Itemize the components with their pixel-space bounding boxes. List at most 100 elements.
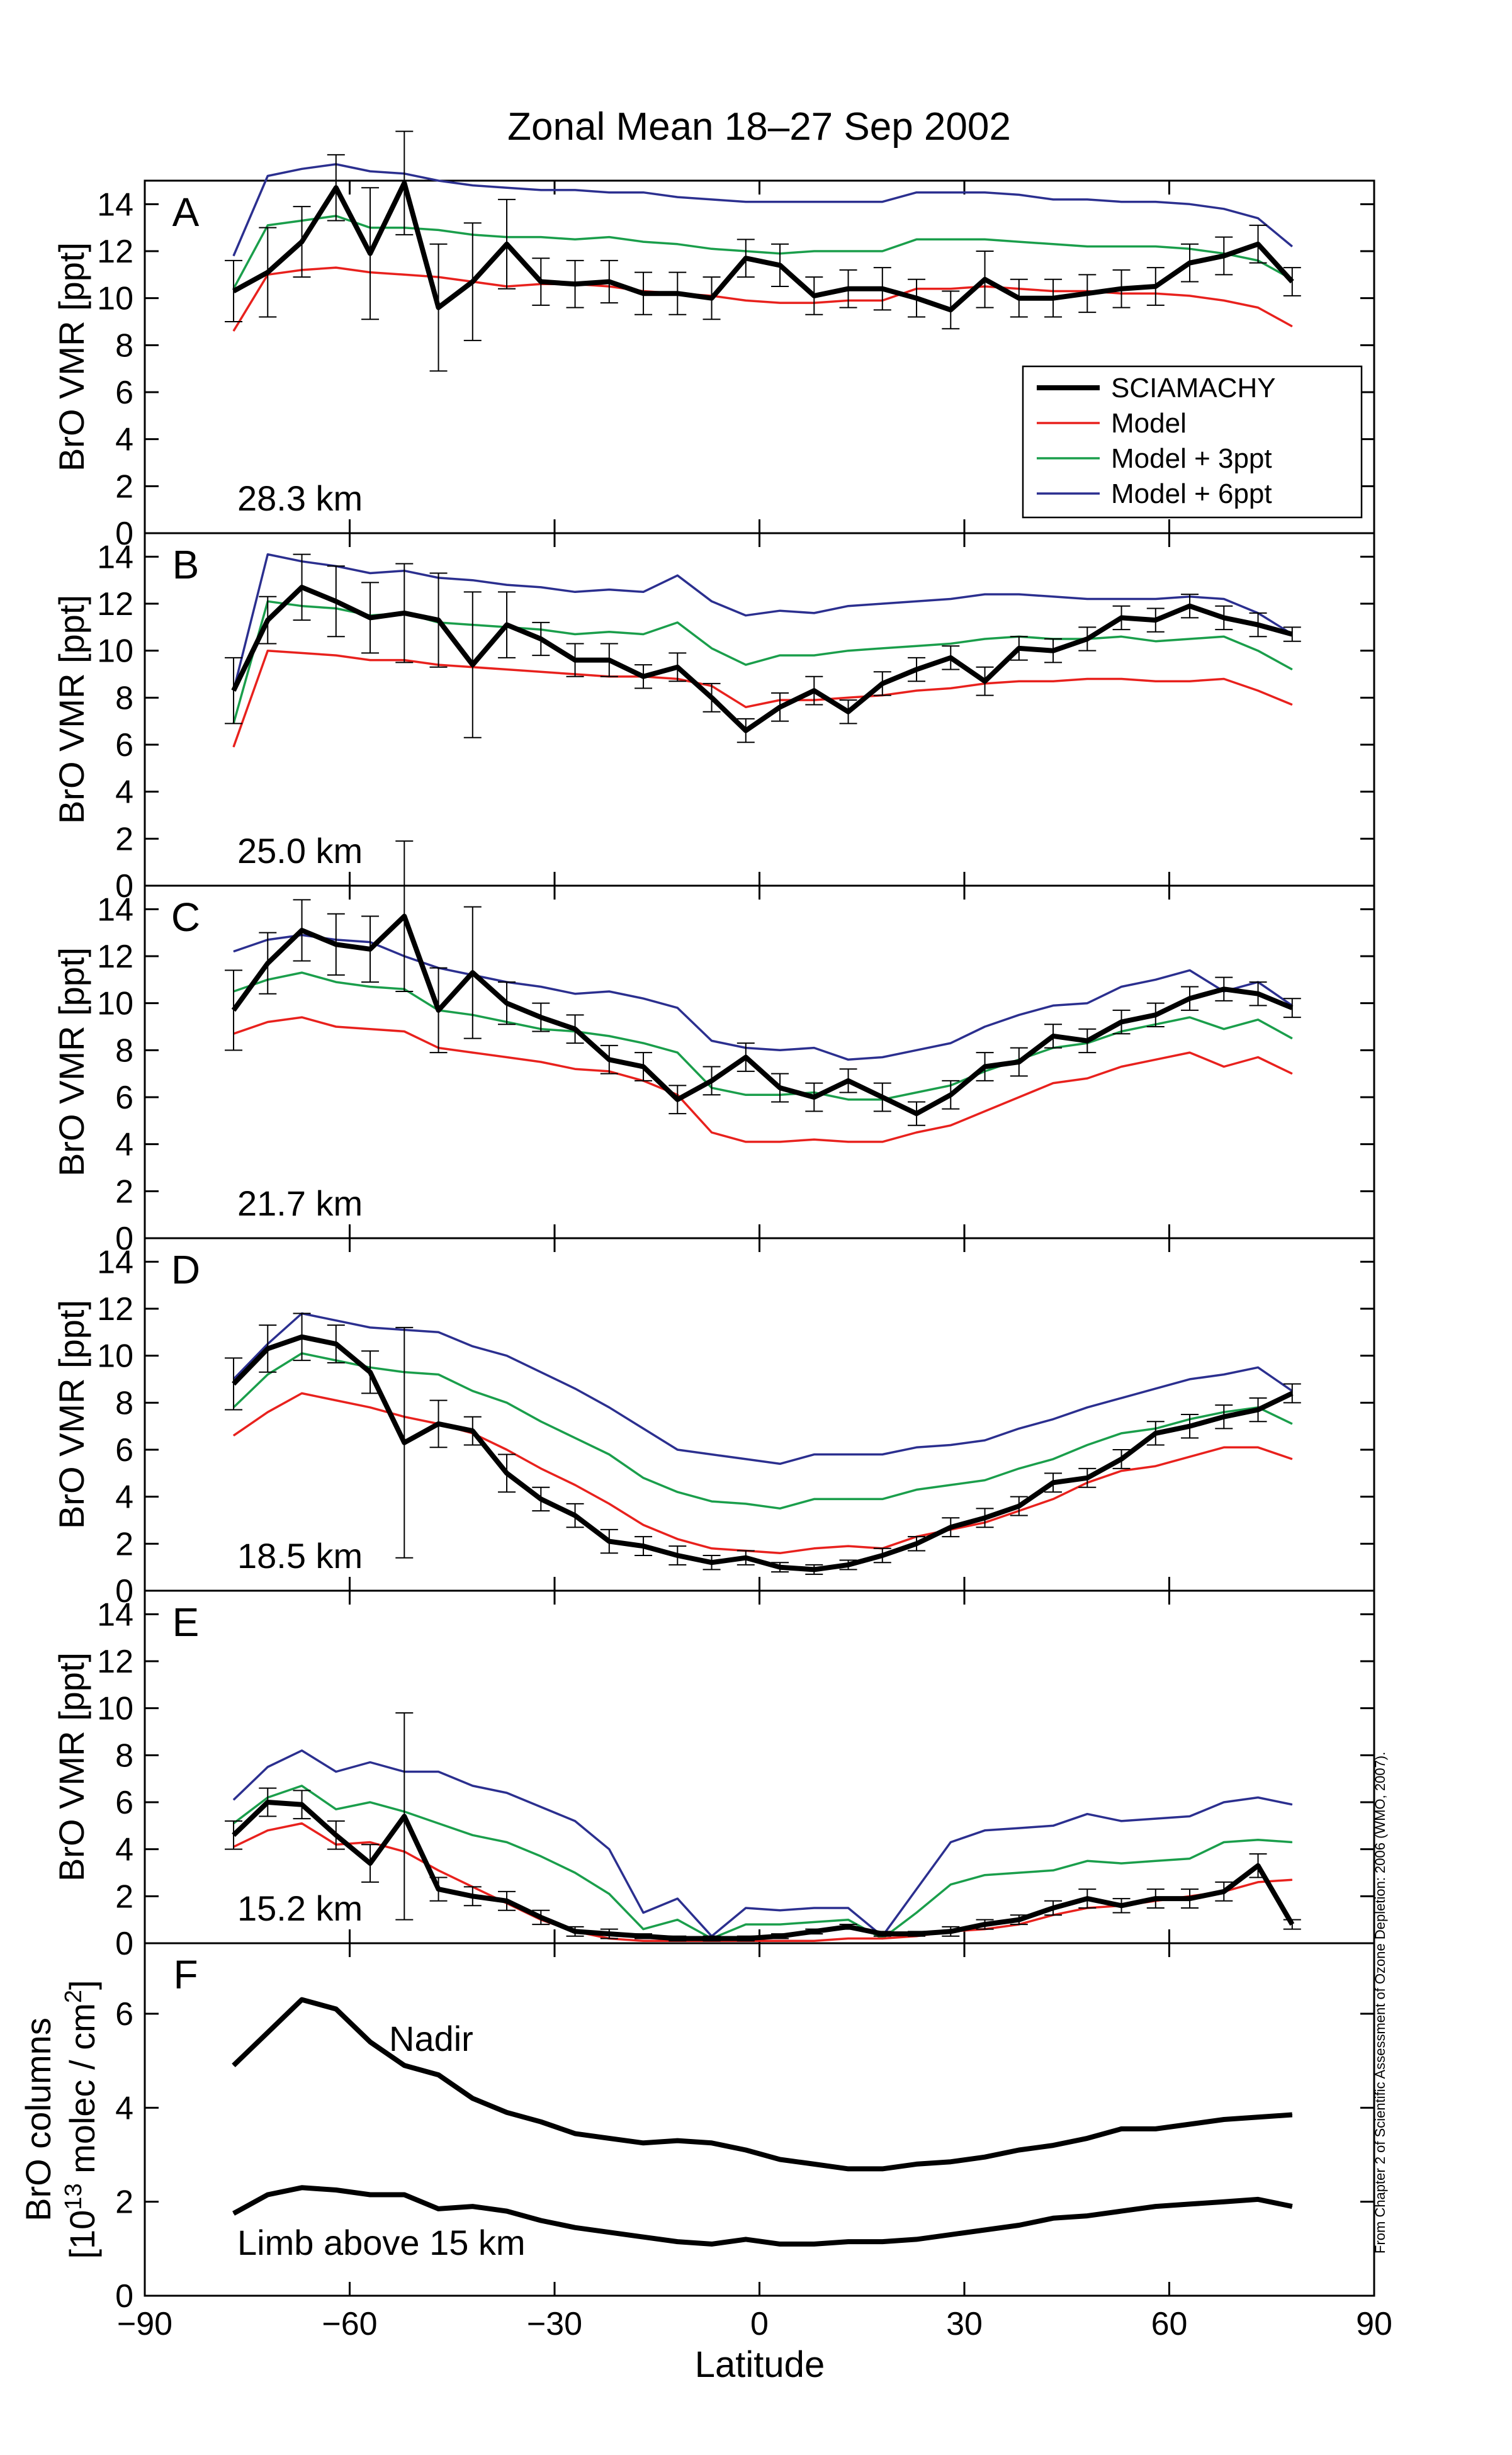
panel-a-point-model-3ppt — [1086, 246, 1088, 247]
panel-d-line-model-6ppt — [232, 1312, 1293, 1465]
panel-d-point-sciamachy — [813, 1569, 815, 1570]
panel-a-point-model-6ppt — [472, 184, 473, 186]
panel-f-ytick-label: 6 — [115, 1996, 133, 2033]
panel-b-line-model-6ppt — [232, 553, 1293, 691]
panel-d-point-model — [848, 1545, 849, 1547]
figure-title: Zonal Mean 18–27 Sep 2002 — [507, 105, 1011, 149]
panel-f-series-limb-above-15-km — [232, 2185, 1293, 2247]
panel-d-ytick-label: 10 — [97, 1338, 133, 1375]
panel-b-point-model — [1052, 680, 1054, 682]
panel-b: 0 2 4 6 8 10 12 14 B BrO VMR [ppt] 25.0 km — [52, 532, 1375, 905]
panel-e-point-model-6ppt — [643, 1912, 644, 1913]
panel-d-series-sciamachy — [225, 1312, 1301, 1575]
panel-a-point-sciamachy — [745, 257, 747, 259]
legend-label-model-6ppt: Model + 6ppt — [1111, 478, 1272, 509]
panels: 0 2 4 6 8 10 12 14 A BrO VMR [ppt] 28.3 km SCIAMACH… — [18, 130, 1392, 2342]
panel-a-ytick-label: 14 — [97, 186, 133, 223]
panel-c-ytick-label: 12 — [97, 939, 133, 975]
panel-f-label-limb: Limb above 15 km — [237, 2223, 526, 2262]
panel-e-point-model-3ppt — [677, 1919, 678, 1921]
panel-e-point-model — [438, 1870, 439, 1871]
panel-f-point-limb-above-15-km — [438, 2208, 439, 2210]
panel-a-point-sciamachy — [882, 288, 883, 290]
panel-d-ytick-label: 12 — [97, 1291, 133, 1328]
panel-a-ytick-label: 0 — [115, 516, 133, 552]
panel-f-ytick-label: 4 — [115, 2090, 133, 2126]
panel-f-point-limb-above-15-km — [711, 2243, 713, 2245]
panel-e-point-sciamachy — [1121, 1905, 1122, 1906]
panel-e-point-model-3ppt — [745, 1924, 747, 1925]
panel-a-point-sciamachy — [848, 288, 849, 290]
panel-c-point-model — [1086, 1078, 1088, 1079]
panel-d-ytick-label: 8 — [115, 1385, 133, 1421]
panel-f-line-limb-above-15-km — [232, 2185, 1293, 2247]
x-tick-label: −30 — [527, 2306, 582, 2342]
panel-b-ylabel: BrO VMR [ppt] — [52, 595, 91, 824]
panel-d-ytick-label: 6 — [115, 1432, 133, 1469]
panel-b-ytick-label: 10 — [97, 633, 133, 670]
panel-e-point-model-6ppt — [1121, 1820, 1122, 1822]
panel-d-point-model — [813, 1548, 815, 1549]
panel-a-point-model — [745, 300, 747, 301]
panel-a-point-sciamachy — [370, 253, 371, 254]
x-tick-label: 30 — [946, 2306, 983, 2342]
panel-c-point-model-6ppt — [1121, 986, 1122, 988]
panel-e-series-model-6ppt — [232, 1749, 1293, 1938]
panel-d-ylabel: BrO VMR [ppt] — [52, 1300, 91, 1529]
panel-b-point-sciamachy — [1086, 638, 1088, 640]
panel-a-altitude: 28.3 km — [237, 478, 363, 518]
panel-e-point-model-3ppt — [1052, 1870, 1054, 1871]
panel-a-ytick-label: 6 — [115, 375, 133, 411]
panel-e-line-sciamachy — [232, 1800, 1295, 1941]
panel-c-point-model — [882, 1141, 883, 1143]
panel-b-point-sciamachy — [882, 683, 883, 684]
panel-a-letter: A — [172, 189, 200, 235]
panel-c-point-model — [711, 1132, 713, 1133]
panel-e-series-model-3ppt — [232, 1785, 1293, 1940]
panel-a-line-model-3ppt — [232, 215, 1293, 290]
panel-d-ytick-label: 14 — [97, 1244, 133, 1280]
panel-d-point-model — [370, 1407, 371, 1408]
panel-f-point-limb-above-15-km — [745, 2238, 747, 2240]
panel-b-point-sciamachy — [848, 711, 849, 713]
panel-c-ytick-label: 0 — [115, 1221, 133, 1257]
panel-e-point-model — [370, 1841, 371, 1843]
panel-c-point-sciamachy — [1018, 1061, 1020, 1063]
x-tick-label: −90 — [117, 2306, 172, 2342]
panel-c-point-model-6ppt — [779, 1049, 781, 1051]
panel-c-point-sciamachy — [813, 1097, 815, 1098]
legend-label-sciamachy: SCIAMACHY — [1111, 373, 1276, 404]
panel-d-ytick-label: 4 — [115, 1479, 133, 1516]
panel-d-point-sciamachy — [677, 1555, 678, 1556]
panel-b-series-sciamachy — [225, 553, 1301, 743]
panel-c-point-model-6ppt — [813, 1047, 815, 1049]
panel-c-point-model — [1018, 1097, 1020, 1098]
panel-d-letter: D — [171, 1247, 200, 1292]
panel-b-point-sciamachy — [403, 612, 405, 614]
panel-a-point-model-3ppt — [848, 251, 849, 252]
panel-e-point-sciamachy — [1018, 1919, 1020, 1921]
panel-c-line-model-6ppt — [233, 934, 1293, 1061]
panel-a-line-model — [232, 266, 1293, 332]
panel-d-point-model-6ppt — [643, 1428, 644, 1429]
panel-d-point-model-3ppt — [1018, 1468, 1020, 1469]
panel-a-point-model-6ppt — [370, 171, 371, 172]
panel-e-ytick-label: 6 — [115, 1785, 133, 1821]
panel-c-point-model-6ppt — [643, 998, 644, 999]
panel-f-label-nadir: Nadir — [389, 2019, 473, 2058]
panel-b-point-model-3ppt — [677, 622, 678, 623]
panel-e-point-sciamachy — [984, 1924, 986, 1925]
panel-b-ytick-label: 12 — [97, 586, 133, 623]
panel-b-ytick-label: 2 — [115, 821, 133, 857]
panel-b-line-model — [232, 649, 1293, 748]
panel-b-point-sciamachy — [779, 706, 781, 708]
panel-a-point-model-6ppt — [779, 201, 781, 203]
panel-a-point-sciamachy — [643, 293, 644, 294]
panel-b-point-model — [1018, 680, 1020, 682]
panel-e-point-sciamachy — [438, 1888, 439, 1890]
panel-d-point-sciamachy — [711, 1562, 713, 1563]
panel-b-ytick-label: 4 — [115, 774, 133, 811]
panel-b-point-model-3ppt — [779, 655, 781, 656]
panel-b-point-model-3ppt — [1121, 636, 1122, 637]
panel-e-point-model-3ppt — [1121, 1863, 1122, 1864]
